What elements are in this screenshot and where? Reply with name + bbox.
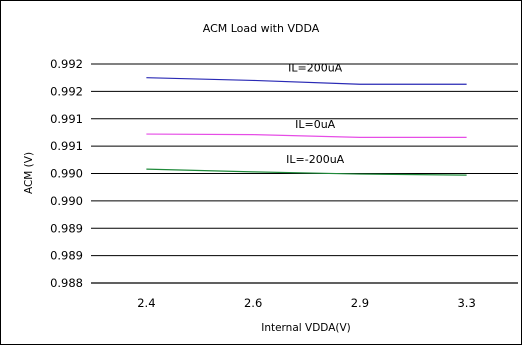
y-tick-label: 0.989 xyxy=(50,249,83,263)
y-tick-label: 0.991 xyxy=(50,112,83,126)
series-lines xyxy=(146,77,467,176)
y-tick-label: 0.990 xyxy=(50,194,83,208)
x-tick-label: 2.4 xyxy=(137,296,155,310)
series-line xyxy=(146,168,467,176)
y-tick-label: 0.990 xyxy=(50,167,83,181)
y-axis-title: ACM (V) xyxy=(23,152,35,194)
y-tick-label: 0.992 xyxy=(50,57,83,71)
y-tick-label: 0.989 xyxy=(50,221,83,235)
series-label: IL=-200uA xyxy=(286,153,345,166)
y-tick-label: 0.988 xyxy=(50,276,83,290)
x-tick-label: 3.3 xyxy=(457,296,475,310)
x-tick-label: 2.9 xyxy=(351,296,369,310)
x-tick-labels: 2.4 2.6 2.9 3.3 xyxy=(137,296,476,310)
chart-title: ACM Load with VDDA xyxy=(203,22,320,35)
series-line xyxy=(146,133,467,138)
y-tick-label: 0.991 xyxy=(50,139,83,153)
series-line xyxy=(146,77,467,85)
y-tick-label: 0.992 xyxy=(50,84,83,98)
x-axis-title: Internal VDDA(V) xyxy=(261,322,351,334)
y-tick-labels: 0.988 0.989 0.989 0.990 0.990 0.991 0.991 0.992… xyxy=(50,57,83,290)
x-tick-label: 2.6 xyxy=(244,296,262,310)
series-label: IL=0uA xyxy=(295,118,336,131)
series-labels: IL=200uA IL=0uA IL=-200uA xyxy=(286,62,345,166)
series-label: IL=200uA xyxy=(288,62,343,75)
